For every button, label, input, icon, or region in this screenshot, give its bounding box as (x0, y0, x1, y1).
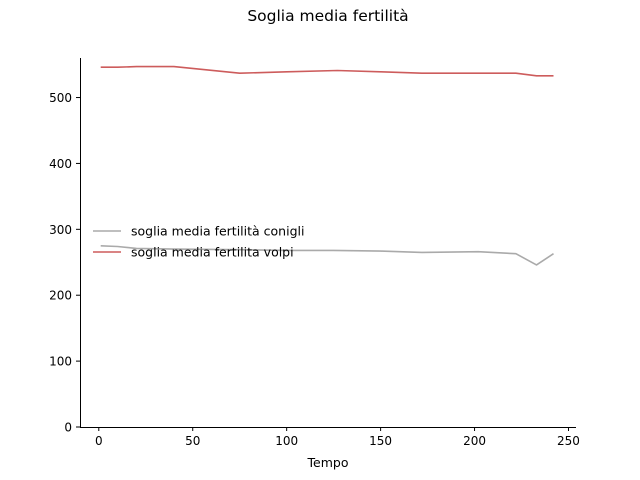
x-axis-label: Tempo (307, 455, 349, 470)
series-line-1 (100, 65, 554, 77)
x-tick-label: 250 (557, 434, 580, 448)
y-tick-label: 0 (64, 421, 72, 435)
y-tick-label: 200 (49, 289, 72, 303)
series-line-0 (100, 245, 554, 266)
y-tick-label: 500 (49, 91, 72, 105)
chart-title: Soglia media fertilità (247, 7, 408, 25)
y-tick-label: 100 (49, 355, 72, 369)
x-tick-label: 200 (463, 434, 486, 448)
y-ticks: 0 100 200 300 400 500 (49, 91, 80, 435)
y-tick-label: 300 (49, 223, 72, 237)
legend: soglia media fertilità conigli soglia med… (93, 224, 304, 260)
plot-area (100, 65, 554, 266)
axes (80, 58, 576, 428)
x-tick-label: 50 (185, 434, 200, 448)
legend-label: soglia media fertilita volpi (131, 245, 294, 260)
y-tick-label: 400 (49, 157, 72, 171)
legend-label: soglia media fertilità conigli (131, 224, 304, 239)
x-tick-label: 0 (95, 434, 103, 448)
x-tick-label: 150 (369, 434, 392, 448)
x-ticks: 0 50 100 150 200 250 (95, 427, 580, 448)
x-tick-label: 100 (275, 434, 298, 448)
